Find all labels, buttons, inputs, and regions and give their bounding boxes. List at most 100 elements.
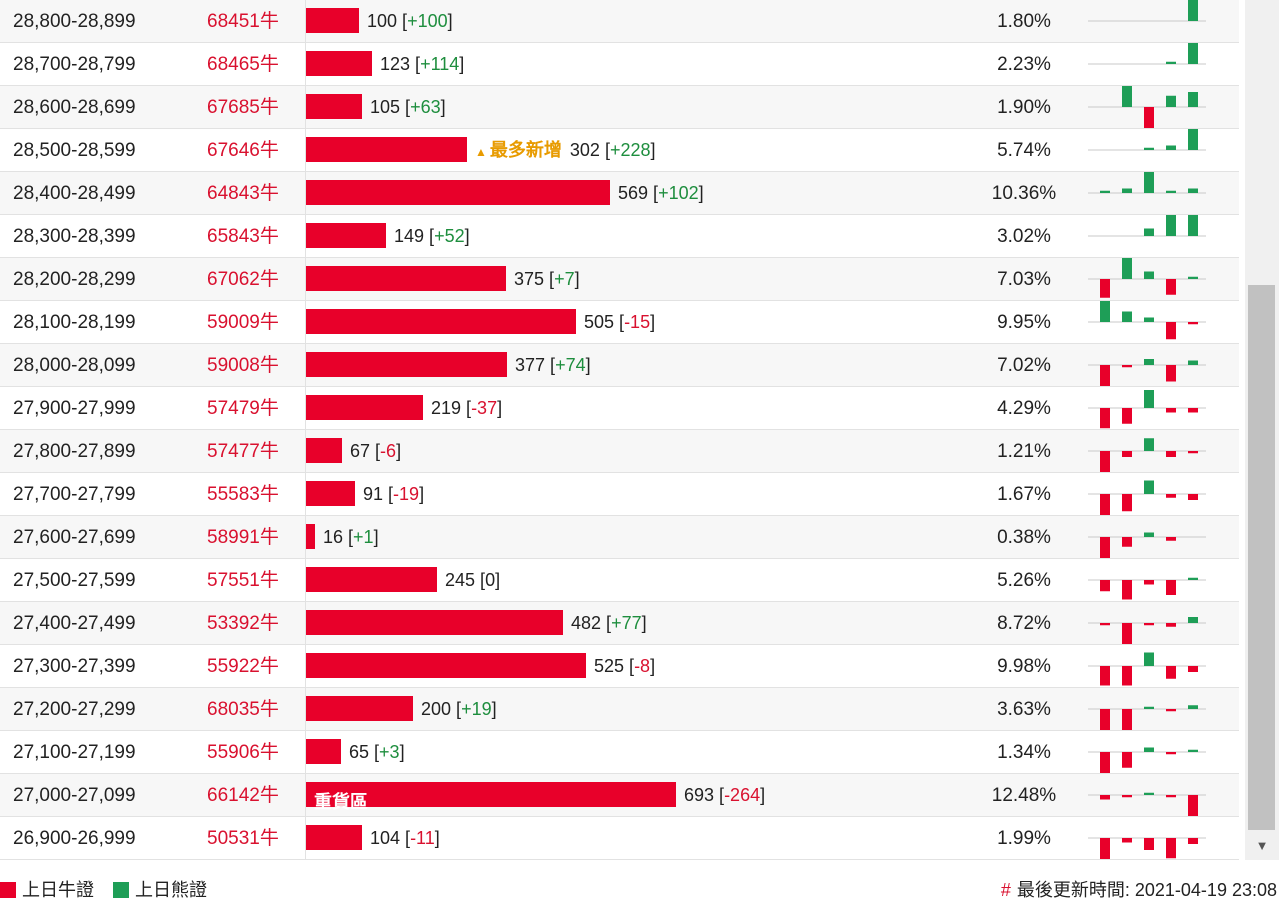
cbbc-code-link[interactable]: 68035牛 <box>187 688 305 730</box>
quantity-change: 0 <box>485 570 496 590</box>
table-row: 28,700-28,799 68465牛 123 [+114] 2.23% <box>0 43 1239 86</box>
sparkline-bar <box>1166 215 1176 236</box>
sparkline-bar <box>1144 652 1154 666</box>
quantity-bar <box>306 481 355 506</box>
quantity-change: -15 <box>624 312 651 332</box>
sparkline-bar <box>1100 709 1110 730</box>
scrollbar-thumb[interactable] <box>1248 285 1275 830</box>
cbbc-code-link[interactable]: 55583牛 <box>187 473 305 515</box>
cbbc-code-link[interactable]: 55922牛 <box>187 645 305 687</box>
sparkline-svg <box>1088 129 1206 151</box>
sparkline-bar <box>1188 215 1198 236</box>
sparkline-bar <box>1188 705 1198 709</box>
cbbc-code-link[interactable]: 67062牛 <box>187 258 305 300</box>
quantity-text: 693 [-264] <box>684 785 766 805</box>
table-row: 28,800-28,899 68451牛 100 [+100] 1.80% <box>0 0 1239 43</box>
sparkline-svg <box>1088 480 1206 515</box>
cbbc-code-link[interactable]: 67646牛 <box>187 129 305 171</box>
cbbc-code-link[interactable]: 50531牛 <box>187 817 305 859</box>
percentage: 1.67% <box>997 484 1051 505</box>
cbbc-code-link[interactable]: 55906牛 <box>187 731 305 773</box>
cbbc-code-link[interactable]: 57551牛 <box>187 559 305 601</box>
sparkline-svg <box>1088 258 1206 298</box>
cbbc-code-link[interactable]: 67685牛 <box>187 86 305 128</box>
price-range: 27,900-27,999 <box>13 398 136 419</box>
history-sparkline <box>1088 301 1206 343</box>
quantity-bar <box>306 395 423 420</box>
sparkline-bar <box>1166 451 1176 457</box>
cbbc-code-link[interactable]: 57477牛 <box>187 430 305 472</box>
quantity-change: +74 <box>555 355 586 375</box>
triangle-up-icon: ▲ <box>475 145 487 159</box>
quantity-bar-cell: 375 [+7] <box>305 258 966 300</box>
sparkline-bar <box>1122 795 1132 798</box>
cbbc-code-link[interactable]: 57479牛 <box>187 387 305 429</box>
price-range: 28,300-28,399 <box>13 226 136 247</box>
sparkline-svg <box>1088 652 1206 686</box>
quantity-bar-cell: 16 [+1] <box>305 516 966 558</box>
quantity-bar <box>306 266 506 291</box>
price-range: 27,000-27,099 <box>13 785 136 806</box>
table-row: 28,300-28,399 65843牛 149 [+52] 3.02% <box>0 215 1239 258</box>
sparkline-bar <box>1166 838 1176 859</box>
cbbc-code-link[interactable]: 66142牛 <box>187 774 305 816</box>
price-range: 26,900-26,999 <box>13 828 136 849</box>
quantity-bar-cell: 245 [0] <box>305 559 966 601</box>
history-sparkline <box>1088 215 1206 257</box>
cbbc-code-link[interactable]: 64843牛 <box>187 172 305 214</box>
quantity-change: +114 <box>420 54 460 74</box>
sparkline-bar <box>1122 537 1132 547</box>
price-range: 27,400-27,499 <box>13 613 136 634</box>
cbbc-code-link[interactable]: 68451牛 <box>187 0 305 42</box>
sparkline-svg <box>1088 438 1206 472</box>
quantity-count: 65 <box>349 742 370 762</box>
cbbc-code-link[interactable]: 53392牛 <box>187 602 305 644</box>
legend-bull-label: 上日牛證 <box>22 880 94 900</box>
table-row: 27,100-27,199 55906牛 65 [+3] 1.34% <box>0 731 1239 774</box>
sparkline-svg <box>1088 301 1206 340</box>
sparkline-bar <box>1144 390 1154 408</box>
cbbc-code-link[interactable]: 58991牛 <box>187 516 305 558</box>
sparkline-bar <box>1122 86 1132 107</box>
scroll-down-arrow-icon[interactable]: ▼ <box>1255 838 1269 853</box>
legend-bear-swatch <box>113 882 129 898</box>
sparkline-bar <box>1100 451 1110 472</box>
sparkline-bar <box>1100 537 1110 558</box>
table-row: 27,800-27,899 57477牛 67 [-6] 1.21% <box>0 430 1239 473</box>
sparkline-bar <box>1188 360 1198 365</box>
quantity-count: 67 <box>350 441 371 461</box>
sparkline-bar <box>1166 279 1176 295</box>
table-row: 28,600-28,699 67685牛 105 [+63] 1.90% <box>0 86 1239 129</box>
percentage: 5.26% <box>997 570 1051 591</box>
quantity-text: 91 [-19] <box>363 484 425 504</box>
quantity-change: +77 <box>611 613 642 633</box>
percentage: 3.63% <box>997 699 1051 720</box>
quantity-bar <box>306 696 413 721</box>
cbbc-code-link[interactable]: 65843牛 <box>187 215 305 257</box>
percentage: 1.80% <box>997 11 1051 32</box>
sparkline-bar <box>1188 494 1198 500</box>
quantity-change: -8 <box>634 656 651 676</box>
sparkline-bar <box>1100 838 1110 859</box>
sparkline-svg <box>1088 837 1206 859</box>
sparkline-bar <box>1144 107 1154 128</box>
cbbc-code-link[interactable]: 59008牛 <box>187 344 305 386</box>
quantity-bar-cell: 123 [+114] <box>305 43 966 85</box>
quantity-text: 200 [+19] <box>421 699 497 719</box>
quantity-bar <box>306 137 467 162</box>
table-row: 27,900-27,999 57479牛 219 [-37] 4.29% <box>0 387 1239 430</box>
cbbc-code-link[interactable]: 59009牛 <box>187 301 305 343</box>
history-sparkline <box>1088 43 1206 85</box>
sparkline-bar <box>1188 666 1198 672</box>
quantity-bar <box>306 825 362 850</box>
cbbc-code-link[interactable]: 68465牛 <box>187 43 305 85</box>
quantity-count: 149 <box>394 226 425 246</box>
sparkline-bar <box>1100 365 1110 386</box>
sparkline-bar <box>1188 451 1198 454</box>
percentage: 2.23% <box>997 54 1051 75</box>
history-sparkline <box>1088 430 1206 472</box>
scrollbar[interactable]: ▼ <box>1245 0 1279 860</box>
sparkline-bar <box>1166 365 1176 382</box>
sparkline-bar <box>1166 752 1176 755</box>
sparkline-bar <box>1188 0 1198 21</box>
